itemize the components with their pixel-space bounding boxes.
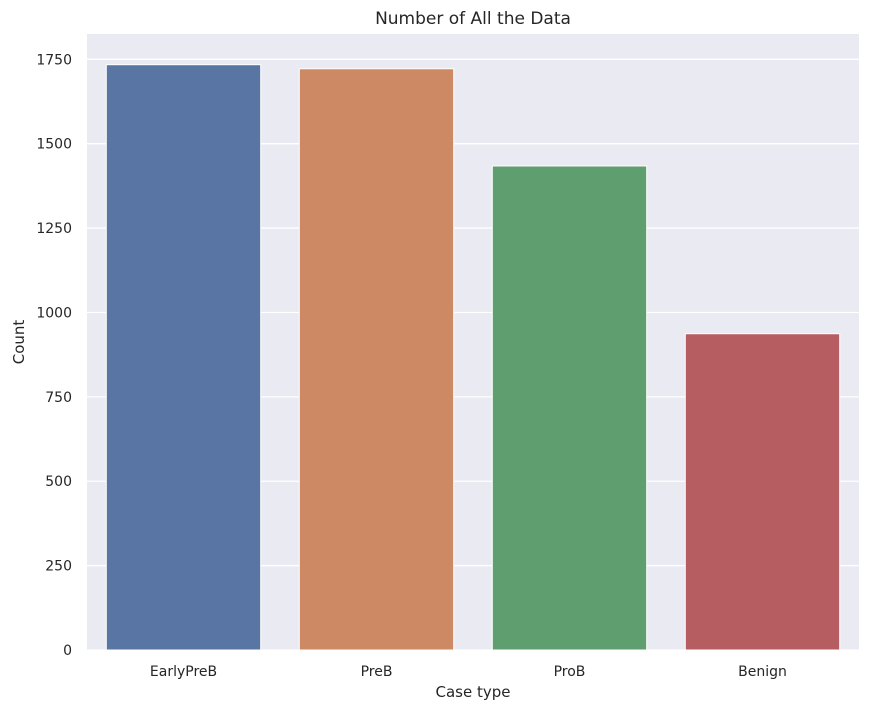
bar-preb	[298, 68, 455, 651]
x-tick-label: Benign	[738, 664, 787, 680]
y-tick-label: 1500	[36, 137, 72, 153]
bars	[105, 64, 841, 651]
y-tick-label: 250	[45, 559, 72, 575]
y-tick-label: 500	[45, 474, 72, 490]
x-tick-label: PreB	[361, 664, 393, 680]
y-axis-ticks: 0 250 500 750 1000 1250 1500 1750	[36, 52, 72, 659]
bar-earlypreb	[105, 64, 262, 651]
bar-benign	[684, 333, 841, 651]
chart-title: Number of All the Data	[375, 9, 571, 29]
y-tick-label: 750	[45, 390, 72, 406]
y-tick-label: 0	[63, 643, 72, 659]
bar-prob	[491, 165, 648, 651]
y-axis-label: Count	[10, 320, 28, 365]
x-axis-ticks: EarlyPreB PreB ProB Benign	[150, 664, 787, 680]
y-tick-label: 1750	[36, 52, 72, 68]
x-tick-label: EarlyPreB	[150, 664, 217, 680]
y-tick-label: 1250	[36, 221, 72, 237]
x-axis-label: Case type	[436, 683, 511, 701]
y-tick-label: 1000	[36, 305, 72, 321]
x-tick-label: ProB	[554, 664, 586, 680]
